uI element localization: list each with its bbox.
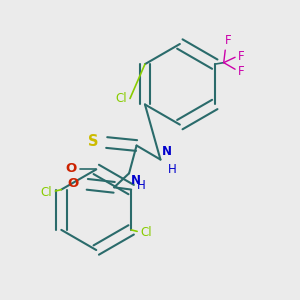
Text: O: O (68, 177, 79, 190)
Text: N: N (130, 174, 141, 187)
Text: Cl: Cl (140, 226, 152, 239)
Text: F: F (238, 50, 245, 63)
Text: H: H (168, 163, 177, 176)
Text: N: N (162, 145, 172, 158)
Text: S: S (88, 134, 98, 149)
Text: O: O (66, 162, 77, 175)
Text: F: F (225, 34, 232, 47)
Text: Cl: Cl (41, 186, 52, 199)
Text: H: H (136, 179, 145, 192)
Text: Cl: Cl (116, 92, 127, 105)
Text: F: F (238, 64, 245, 77)
